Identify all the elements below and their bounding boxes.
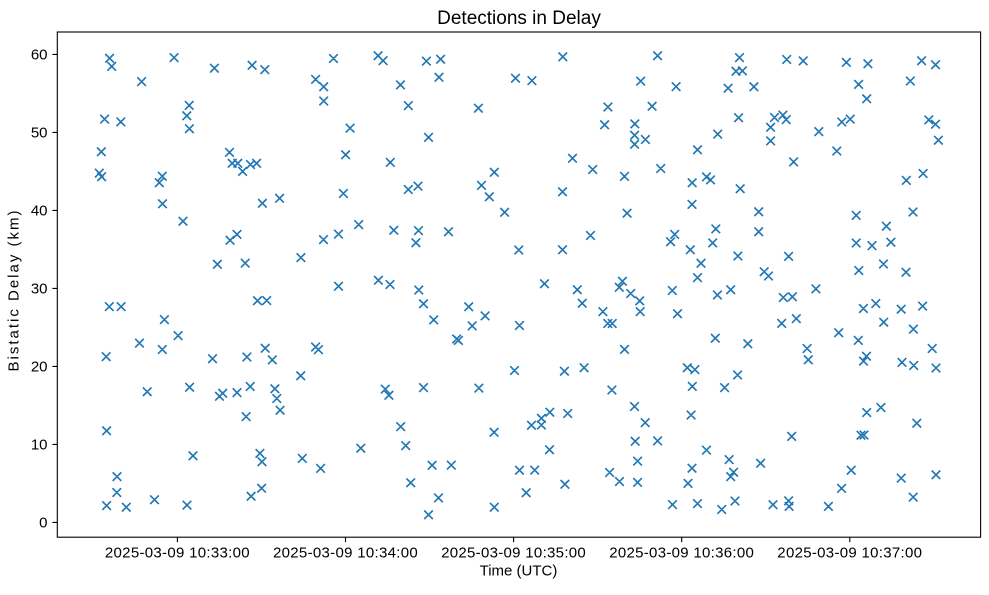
svg-text:10: 10 <box>31 437 48 454</box>
svg-text:2025-03-09 10:33:00: 2025-03-09 10:33:00 <box>105 545 250 562</box>
svg-text:20: 20 <box>31 359 48 376</box>
svg-text:2025-03-09 10:34:00: 2025-03-09 10:34:00 <box>273 545 418 562</box>
svg-text:60: 60 <box>31 47 48 64</box>
svg-text:2025-03-09 10:36:00: 2025-03-09 10:36:00 <box>609 545 754 562</box>
svg-text:Time (UTC): Time (UTC) <box>480 563 558 580</box>
svg-text:2025-03-09 10:37:00: 2025-03-09 10:37:00 <box>777 545 922 562</box>
svg-text:30: 30 <box>31 281 48 298</box>
svg-text:Detections in Delay: Detections in Delay <box>437 8 601 29</box>
svg-text:50: 50 <box>31 125 48 142</box>
svg-text:40: 40 <box>31 203 48 220</box>
svg-text:Bistatic Delay (km): Bistatic Delay (km) <box>6 208 23 371</box>
svg-text:0: 0 <box>39 515 47 532</box>
svg-text:2025-03-09 10:35:00: 2025-03-09 10:35:00 <box>441 545 586 562</box>
